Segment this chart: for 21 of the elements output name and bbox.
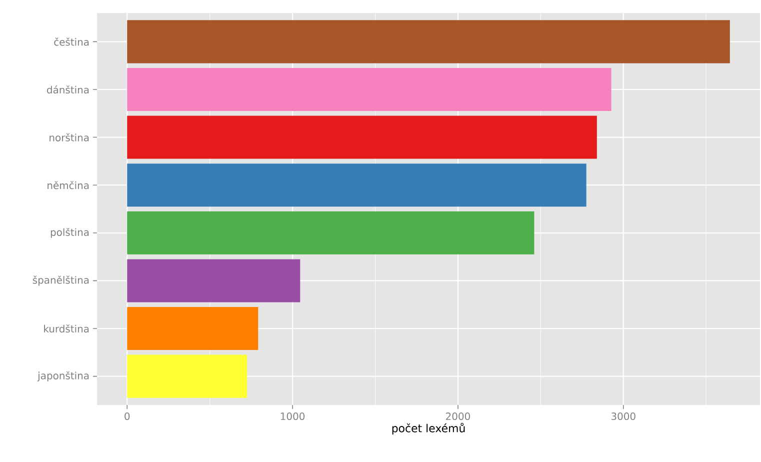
bar bbox=[127, 20, 730, 64]
bar bbox=[127, 164, 586, 207]
x-axis-title: počet lexémů bbox=[392, 422, 465, 434]
bar bbox=[127, 211, 534, 254]
y-tick-label: japonština bbox=[37, 371, 89, 382]
y-tick-label: polština bbox=[50, 228, 89, 238]
y-tick-label: kurdština bbox=[44, 324, 89, 333]
x-tick-label: 3000 bbox=[611, 412, 636, 420]
bar bbox=[127, 259, 300, 302]
y-tick-label: čeština bbox=[54, 38, 89, 46]
x-tick-label: 1000 bbox=[280, 412, 305, 420]
x-tick-label: 2000 bbox=[446, 412, 470, 420]
x-tick-label: 0 bbox=[124, 412, 130, 420]
bar bbox=[127, 354, 248, 398]
y-tick-label: norština bbox=[50, 133, 89, 142]
y-tick-label: španělština bbox=[32, 276, 89, 286]
bar bbox=[127, 306, 258, 350]
y-tick-label: dánština bbox=[47, 85, 89, 94]
y-tick-label: němčina bbox=[48, 181, 89, 190]
bar bbox=[127, 116, 597, 159]
bar bbox=[127, 68, 612, 111]
